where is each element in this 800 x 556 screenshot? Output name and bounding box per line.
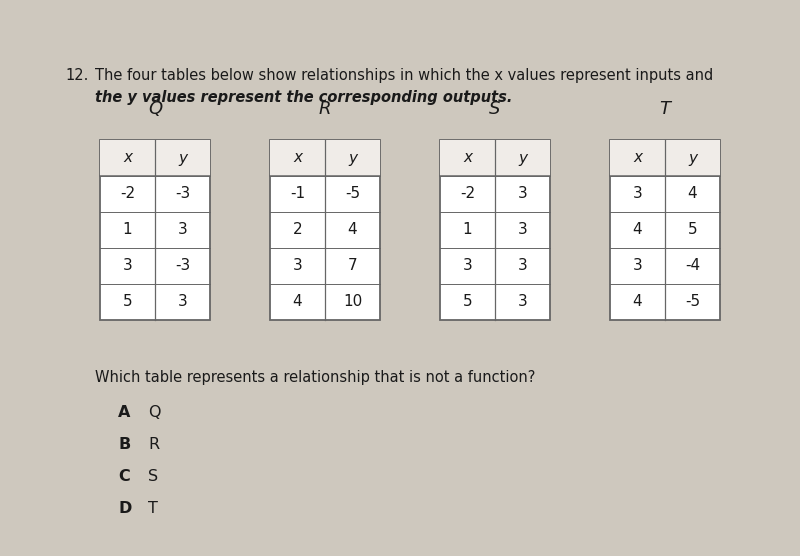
Text: y: y <box>348 151 357 166</box>
Text: 12.: 12. <box>65 68 88 83</box>
Text: -4: -4 <box>685 259 700 274</box>
Bar <box>270 140 380 320</box>
Text: x: x <box>293 151 302 166</box>
Text: -3: -3 <box>175 186 190 201</box>
Text: x: x <box>633 151 642 166</box>
Text: 5: 5 <box>688 222 698 237</box>
Text: Q: Q <box>148 405 161 420</box>
Text: 7: 7 <box>348 259 358 274</box>
Text: 3: 3 <box>462 259 472 274</box>
Text: 3: 3 <box>293 259 302 274</box>
Text: T: T <box>148 501 158 516</box>
Text: 3: 3 <box>633 186 642 201</box>
Text: 1: 1 <box>462 222 472 237</box>
Text: 5: 5 <box>462 295 472 310</box>
Text: 4: 4 <box>688 186 698 201</box>
Text: 3: 3 <box>178 295 187 310</box>
Text: T: T <box>659 100 670 118</box>
Bar <box>440 140 550 176</box>
Bar <box>440 140 550 320</box>
Text: -1: -1 <box>290 186 305 201</box>
Text: -2: -2 <box>460 186 475 201</box>
Bar <box>100 140 210 176</box>
Text: R: R <box>318 100 331 118</box>
Text: y: y <box>688 151 697 166</box>
Text: 2: 2 <box>293 222 302 237</box>
Text: S: S <box>148 469 158 484</box>
Text: 3: 3 <box>178 222 187 237</box>
Text: 4: 4 <box>633 222 642 237</box>
Text: the y values represent the corresponding outputs.: the y values represent the corresponding… <box>95 90 512 105</box>
Text: R: R <box>148 437 159 452</box>
Text: -2: -2 <box>120 186 135 201</box>
Text: x: x <box>123 151 132 166</box>
Text: 4: 4 <box>348 222 358 237</box>
Text: y: y <box>518 151 527 166</box>
Text: C: C <box>118 469 130 484</box>
Text: B: B <box>118 437 130 452</box>
Text: y: y <box>178 151 187 166</box>
Text: D: D <box>118 501 131 516</box>
Text: 3: 3 <box>518 295 527 310</box>
Text: 10: 10 <box>343 295 362 310</box>
Text: -5: -5 <box>685 295 700 310</box>
Bar <box>610 140 720 320</box>
Text: 3: 3 <box>633 259 642 274</box>
Text: Which table represents a relationship that is not a function?: Which table represents a relationship th… <box>95 370 535 385</box>
Bar <box>610 140 720 176</box>
Text: x: x <box>463 151 472 166</box>
Bar <box>100 140 210 320</box>
Text: The four tables below show relationships in which the x values represent inputs : The four tables below show relationships… <box>95 68 714 83</box>
Text: 3: 3 <box>518 259 527 274</box>
Text: Q: Q <box>148 100 162 118</box>
Bar <box>270 140 380 176</box>
Text: 4: 4 <box>293 295 302 310</box>
Text: 5: 5 <box>122 295 132 310</box>
Text: 1: 1 <box>122 222 132 237</box>
Text: A: A <box>118 405 130 420</box>
Text: 4: 4 <box>633 295 642 310</box>
Text: 3: 3 <box>518 222 527 237</box>
Text: S: S <box>490 100 501 118</box>
Text: 3: 3 <box>518 186 527 201</box>
Text: -5: -5 <box>345 186 360 201</box>
Text: 3: 3 <box>122 259 132 274</box>
Text: -3: -3 <box>175 259 190 274</box>
